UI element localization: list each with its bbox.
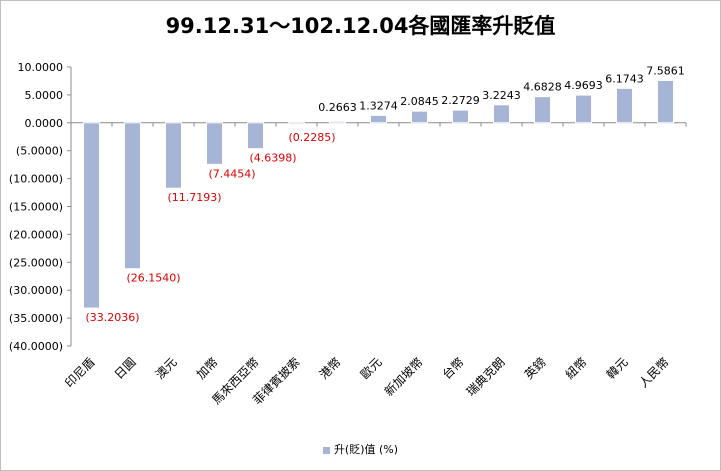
bar [370, 114, 387, 124]
y-tick-label: (10.0000) [9, 173, 63, 186]
y-tick-label: (20.0000) [9, 228, 63, 241]
x-tick-label: 紐幣 [563, 355, 590, 382]
data-label: (0.2285) [289, 131, 336, 144]
data-label: 1.3274 [359, 99, 398, 112]
y-tick-label: (15.0000) [9, 201, 63, 214]
bar [247, 122, 264, 150]
bar [616, 87, 633, 124]
data-label: 3.2243 [482, 89, 521, 102]
legend: 升(貶)值 (%) [0, 441, 721, 457]
x-tick-label: 英鎊 [521, 354, 549, 382]
bar [165, 122, 182, 189]
data-label: 4.6828 [523, 81, 562, 94]
y-tick-label: (40.0000) [9, 340, 63, 353]
x-tick-label: 澳元 [153, 355, 180, 382]
bar [534, 96, 551, 124]
chart-title: 99.12.31～102.12.04各國匯率升貶值 [165, 14, 556, 38]
data-label: (11.7193) [168, 191, 222, 204]
bar [329, 120, 346, 124]
y-tick-label: (25.0000) [9, 256, 63, 269]
data-label: (7.4454) [209, 167, 256, 180]
data-label: (4.6398) [250, 152, 297, 165]
data-label: (33.2036) [86, 311, 140, 324]
data-label: 7.5861 [646, 64, 685, 77]
bar [206, 122, 223, 165]
y-tick-label: 5.0000 [25, 89, 64, 102]
bar [288, 122, 305, 125]
data-label: 0.2663 [318, 101, 357, 114]
x-tick-label: 加幣 [194, 355, 221, 382]
legend-label: 升(貶)值 (%) [333, 443, 399, 456]
x-tick-label: 台幣 [439, 354, 467, 382]
data-label: 2.2729 [441, 94, 480, 107]
bar [411, 110, 428, 124]
x-tick-label: 新加坡幣 [381, 354, 426, 399]
x-tick-label: 瑞典克朗 [464, 355, 508, 399]
bar [124, 122, 141, 270]
bar [575, 94, 592, 124]
x-tick-label: 港幣 [317, 355, 344, 382]
y-tick-label: (35.0000) [9, 312, 63, 325]
y-tick-label: (5.0000) [16, 145, 63, 158]
x-tick-label: 人民幣 [636, 355, 671, 390]
bar [83, 122, 100, 309]
x-tick-label: 韓元 [604, 355, 631, 382]
x-tick-label: 歐元 [357, 354, 385, 382]
bar [452, 109, 469, 124]
data-label: 2.0845 [400, 95, 439, 108]
data-label: (26.1540) [127, 272, 181, 285]
bar [493, 104, 510, 124]
data-label: 4.9693 [564, 79, 603, 92]
bar [657, 79, 674, 124]
x-tick-label: 印尼盾 [62, 355, 97, 390]
y-tick-label: (30.0000) [9, 284, 63, 297]
y-tick-label: 0.0000 [25, 117, 64, 130]
y-tick-label: 10.0000 [18, 61, 64, 74]
legend-swatch [322, 446, 330, 454]
x-tick-label: 日圓 [112, 355, 139, 382]
data-label: 6.1743 [605, 72, 644, 85]
